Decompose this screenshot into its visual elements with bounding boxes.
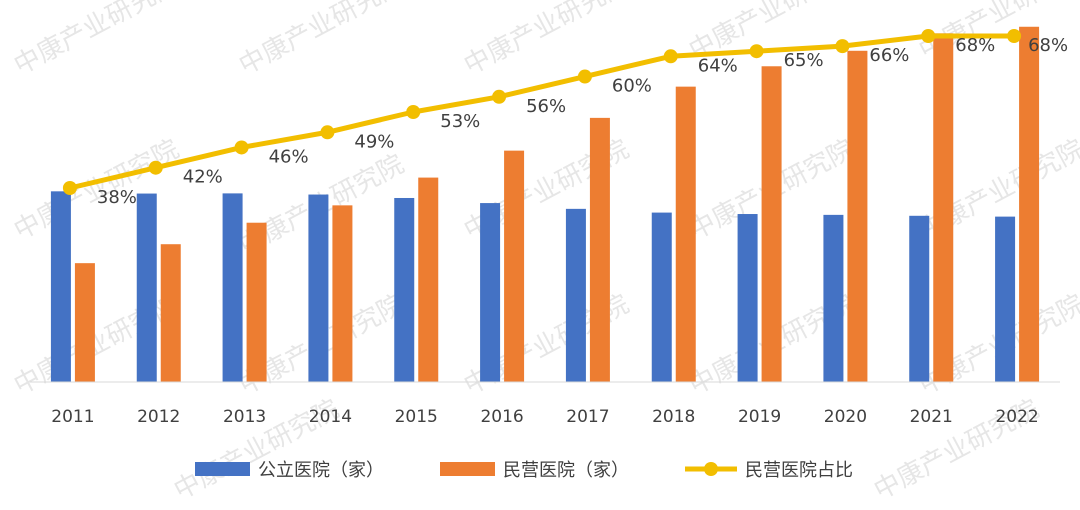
bar-public-2011: [50, 191, 71, 382]
ratio-data-label: 38%: [97, 187, 137, 208]
bar-private-2016: [504, 150, 525, 382]
ratio-point-2012: [148, 160, 163, 175]
ratio-line-layer: 38% 42% 46% 49% 53% 56% 60% 64% 65% 66% 68% 68%: [62, 29, 1068, 208]
x-tick-label: 2018: [652, 407, 695, 427]
ratio-data-label: 53%: [440, 111, 480, 132]
bar-private-2011: [74, 263, 95, 382]
legend-swatch-public: [195, 462, 250, 476]
ratio-line: [69, 33, 1015, 191]
x-tick-label: 2017: [566, 407, 609, 427]
bar-private-2015: [418, 177, 439, 382]
legend-swatch-ratio-marker: [704, 462, 718, 476]
bar-private-2018: [675, 86, 696, 383]
ratio-point-2014: [320, 125, 335, 140]
ratio-data-label: 65%: [784, 50, 824, 71]
bar-private-2017: [589, 117, 610, 382]
bar-public-2022: [995, 216, 1016, 382]
x-tick-label: 2016: [480, 407, 523, 427]
x-tick-label: 2015: [395, 407, 438, 427]
bar-private-2022: [1019, 26, 1040, 383]
ratio-data-label: 42%: [183, 167, 223, 188]
legend-swatch-private: [440, 462, 495, 476]
bar-public-2012: [136, 193, 157, 382]
bar-public-2018: [651, 212, 672, 382]
ratio-point-2011: [62, 181, 77, 195]
bar-private-2019: [761, 66, 782, 382]
legend: 公立医院（家） 民营医院（家） 民营医院占比: [195, 460, 853, 481]
x-tick-label: 2021: [910, 407, 953, 427]
bars-layer: [50, 26, 1040, 383]
bar-public-2019: [737, 214, 758, 382]
bar-public-2017: [565, 208, 586, 382]
bar-public-2016: [480, 203, 501, 382]
legend-label-public: 公立医院（家）: [258, 460, 384, 481]
ratio-point-2018: [663, 49, 678, 64]
watermark-text: 中康产业研究院: [9, 0, 184, 81]
legend-label-ratio: 民营医院占比: [745, 460, 853, 481]
ratio-data-label: 60%: [612, 76, 652, 97]
bar-public-2013: [222, 193, 243, 382]
x-tick-label: 2011: [51, 407, 94, 427]
x-tick-label: 2019: [738, 407, 781, 427]
x-tick-label: 2020: [824, 407, 867, 427]
ratio-point-2015: [406, 105, 421, 119]
ratio-data-label: 64%: [698, 55, 738, 76]
ratio-data-label: 56%: [526, 96, 566, 117]
bar-private-2021: [933, 33, 954, 383]
bar-public-2020: [823, 214, 844, 382]
bar-public-2021: [909, 215, 930, 382]
x-tick-label: 2014: [309, 407, 352, 427]
x-tick-label: 2022: [995, 407, 1038, 427]
ratio-point-2019: [749, 44, 764, 59]
x-tick-labels: 2011 2012 2013 2014 2015 2016 2017 2018 2019 2020…: [51, 407, 1038, 427]
ratio-point-2013: [234, 140, 249, 155]
x-tick-label: 2012: [137, 407, 180, 427]
ratio-data-label: 68%: [955, 35, 995, 56]
ratio-point-2017: [577, 69, 592, 84]
x-tick-label: 2013: [223, 407, 266, 427]
ratio-point-2022: [1007, 29, 1022, 43]
ratio-data-label: 46%: [269, 146, 309, 167]
bar-private-2020: [847, 50, 868, 383]
ratio-data-label: 49%: [354, 131, 394, 152]
ratio-point-2020: [835, 39, 850, 54]
ratio-data-label: 68%: [1028, 35, 1068, 56]
watermark-text: 中康产业研究院: [234, 0, 409, 81]
bar-public-2014: [308, 194, 329, 382]
ratio-point-2021: [921, 29, 936, 43]
bar-private-2014: [332, 205, 353, 382]
watermark-text: 中康产业研究院: [9, 289, 184, 401]
bar-private-2013: [246, 222, 267, 382]
bar-public-2015: [394, 197, 415, 382]
bar-private-2012: [160, 244, 181, 382]
legend-label-private: 民营医院（家）: [503, 460, 629, 481]
ratio-data-label: 66%: [869, 45, 909, 66]
ratio-point-2016: [492, 89, 507, 104]
